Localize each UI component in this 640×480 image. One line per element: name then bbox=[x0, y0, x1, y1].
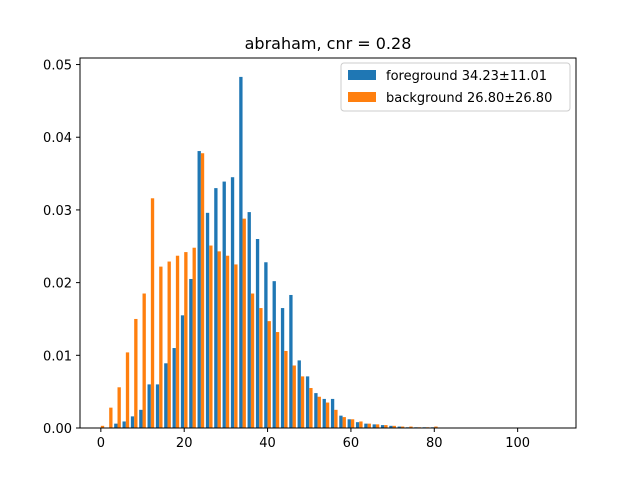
bar-foreground-12 bbox=[147, 384, 151, 428]
x-tick-label-20: 20 bbox=[176, 436, 193, 451]
x-tick-label-60: 60 bbox=[343, 436, 360, 451]
bar-background-34 bbox=[242, 218, 246, 428]
bar-background-40 bbox=[267, 321, 271, 428]
bar-background-0 bbox=[100, 425, 105, 428]
y-axis: 0.00 0.01 0.02 0.03 0.04 0.05 bbox=[43, 59, 80, 437]
bar-background-2 bbox=[109, 407, 113, 428]
bar-background-44 bbox=[284, 350, 288, 428]
bar-foreground-68 bbox=[380, 425, 385, 428]
x-tick-label-80: 80 bbox=[426, 436, 443, 451]
bar-background-22 bbox=[192, 247, 196, 428]
bar-foreground-50 bbox=[305, 376, 310, 428]
x-tick-label-0: 0 bbox=[97, 436, 105, 451]
y-tick-label-0: 0.00 bbox=[43, 422, 72, 437]
bar-foreground-6 bbox=[122, 421, 126, 428]
bar-background-70 bbox=[392, 425, 396, 428]
bar-foreground-42 bbox=[272, 281, 276, 428]
bar-foreground-28 bbox=[214, 188, 218, 428]
legend-frame bbox=[340, 62, 571, 112]
y-tick-label-3: 0.03 bbox=[43, 204, 72, 219]
bar-background-54 bbox=[325, 402, 330, 428]
bar-foreground-40 bbox=[264, 262, 268, 428]
bar-background-58 bbox=[342, 417, 346, 428]
y-tick-label-1: 0.01 bbox=[43, 349, 72, 364]
bar-foreground-70 bbox=[389, 425, 393, 428]
bar-background-28 bbox=[217, 251, 221, 428]
bar-foreground-18 bbox=[172, 348, 176, 428]
bar-foreground-8 bbox=[130, 416, 135, 428]
bar-background-62 bbox=[359, 421, 363, 428]
bar-foreground-64 bbox=[364, 423, 368, 428]
bar-foreground-16 bbox=[164, 363, 168, 428]
bar-background-74 bbox=[409, 426, 413, 428]
bar-foreground-72 bbox=[397, 426, 401, 428]
x-tick-label-100: 100 bbox=[505, 436, 530, 451]
bar-foreground-32 bbox=[230, 177, 235, 428]
legend-swatch-foreground bbox=[348, 70, 376, 80]
bar-foreground-48 bbox=[297, 360, 301, 428]
bar-foreground-44 bbox=[280, 308, 285, 428]
bar-foreground-34 bbox=[239, 76, 243, 429]
y-tick-label-5: 0.05 bbox=[43, 59, 72, 74]
bars-group bbox=[100, 76, 438, 429]
bar-background-72 bbox=[400, 426, 405, 428]
bar-background-18 bbox=[175, 255, 180, 428]
bar-foreground-20 bbox=[180, 315, 185, 428]
bar-background-60 bbox=[350, 419, 355, 428]
bar-foreground-4 bbox=[114, 423, 118, 428]
bar-background-64 bbox=[367, 423, 371, 428]
axes-frame bbox=[79, 57, 577, 429]
bar-foreground-24 bbox=[197, 151, 201, 429]
bar-background-66 bbox=[375, 424, 380, 428]
bar-background-10 bbox=[142, 293, 146, 428]
bar-background-52 bbox=[317, 396, 321, 428]
bar-foreground-14 bbox=[155, 384, 160, 428]
bar-foreground-26 bbox=[205, 212, 210, 428]
bar-foreground-52 bbox=[314, 393, 318, 428]
bar-background-20 bbox=[184, 252, 188, 428]
bar-background-8 bbox=[134, 318, 138, 428]
bar-background-4 bbox=[117, 387, 121, 428]
bar-background-32 bbox=[234, 264, 238, 428]
bar-background-26 bbox=[209, 245, 213, 428]
y-tick-label-2: 0.02 bbox=[43, 277, 72, 292]
bar-background-80 bbox=[434, 426, 438, 428]
bar-foreground-30 bbox=[222, 181, 226, 428]
bar-background-42 bbox=[275, 332, 280, 428]
bar-background-56 bbox=[334, 409, 338, 428]
bar-foreground-10 bbox=[139, 409, 143, 428]
bar-foreground-22 bbox=[189, 278, 193, 428]
bar-background-14 bbox=[159, 266, 163, 428]
x-axis: 0 20 40 60 80 100 bbox=[97, 428, 530, 451]
bar-background-50 bbox=[309, 388, 313, 428]
bar-background-16 bbox=[167, 261, 171, 428]
bar-foreground-58 bbox=[339, 415, 343, 428]
bar-background-24 bbox=[200, 153, 205, 429]
bar-background-68 bbox=[384, 425, 388, 428]
bar-foreground-38 bbox=[255, 239, 260, 428]
bar-background-38 bbox=[259, 308, 263, 428]
bar-foreground-36 bbox=[247, 212, 251, 428]
bar-foreground-60 bbox=[347, 419, 351, 428]
bar-background-36 bbox=[250, 293, 255, 428]
bar-foreground-66 bbox=[372, 424, 376, 428]
chart-title: abraham, cnr = 0.28 bbox=[245, 34, 412, 53]
bar-background-30 bbox=[225, 255, 230, 428]
x-tick-label-40: 40 bbox=[259, 436, 276, 451]
bar-foreground-46 bbox=[289, 294, 293, 428]
y-tick-label-4: 0.04 bbox=[43, 131, 72, 146]
legend-swatch-background bbox=[348, 92, 376, 102]
bar-background-46 bbox=[292, 365, 296, 428]
bar-foreground-62 bbox=[355, 422, 360, 428]
bar-foreground-56 bbox=[330, 398, 335, 428]
legend: foreground 34.23±11.01 background 26.80±… bbox=[340, 62, 571, 112]
bar-foreground-54 bbox=[322, 398, 326, 428]
legend-label-foreground: foreground 34.23±11.01 bbox=[386, 69, 547, 84]
bar-background-12 bbox=[150, 198, 155, 428]
legend-label-background: background 26.80±26.80 bbox=[386, 91, 552, 106]
bar-background-48 bbox=[300, 376, 305, 428]
bar-background-6 bbox=[125, 352, 130, 428]
